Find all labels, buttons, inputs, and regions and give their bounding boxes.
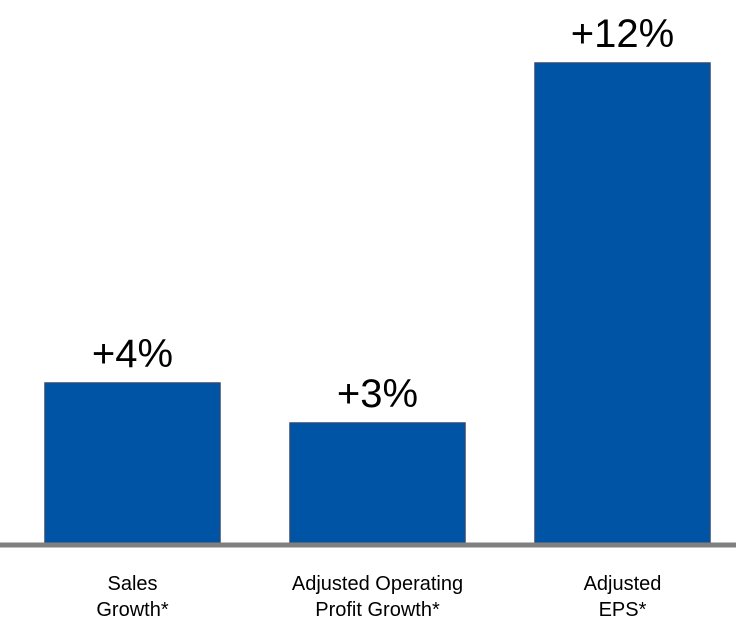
- category-label: Growth*: [96, 599, 168, 621]
- category-label: EPS*: [599, 599, 647, 621]
- value-label: +4%: [92, 332, 173, 376]
- value-label: +3%: [337, 372, 418, 416]
- category-label: Profit Growth*: [315, 599, 440, 621]
- bar: [534, 62, 711, 544]
- category-label: Adjusted Operating: [292, 573, 463, 595]
- category-label: Sales: [107, 573, 157, 595]
- category-label: Adjusted: [584, 573, 662, 595]
- bar: [289, 422, 466, 544]
- value-label: +12%: [571, 12, 674, 56]
- bar: [44, 382, 221, 544]
